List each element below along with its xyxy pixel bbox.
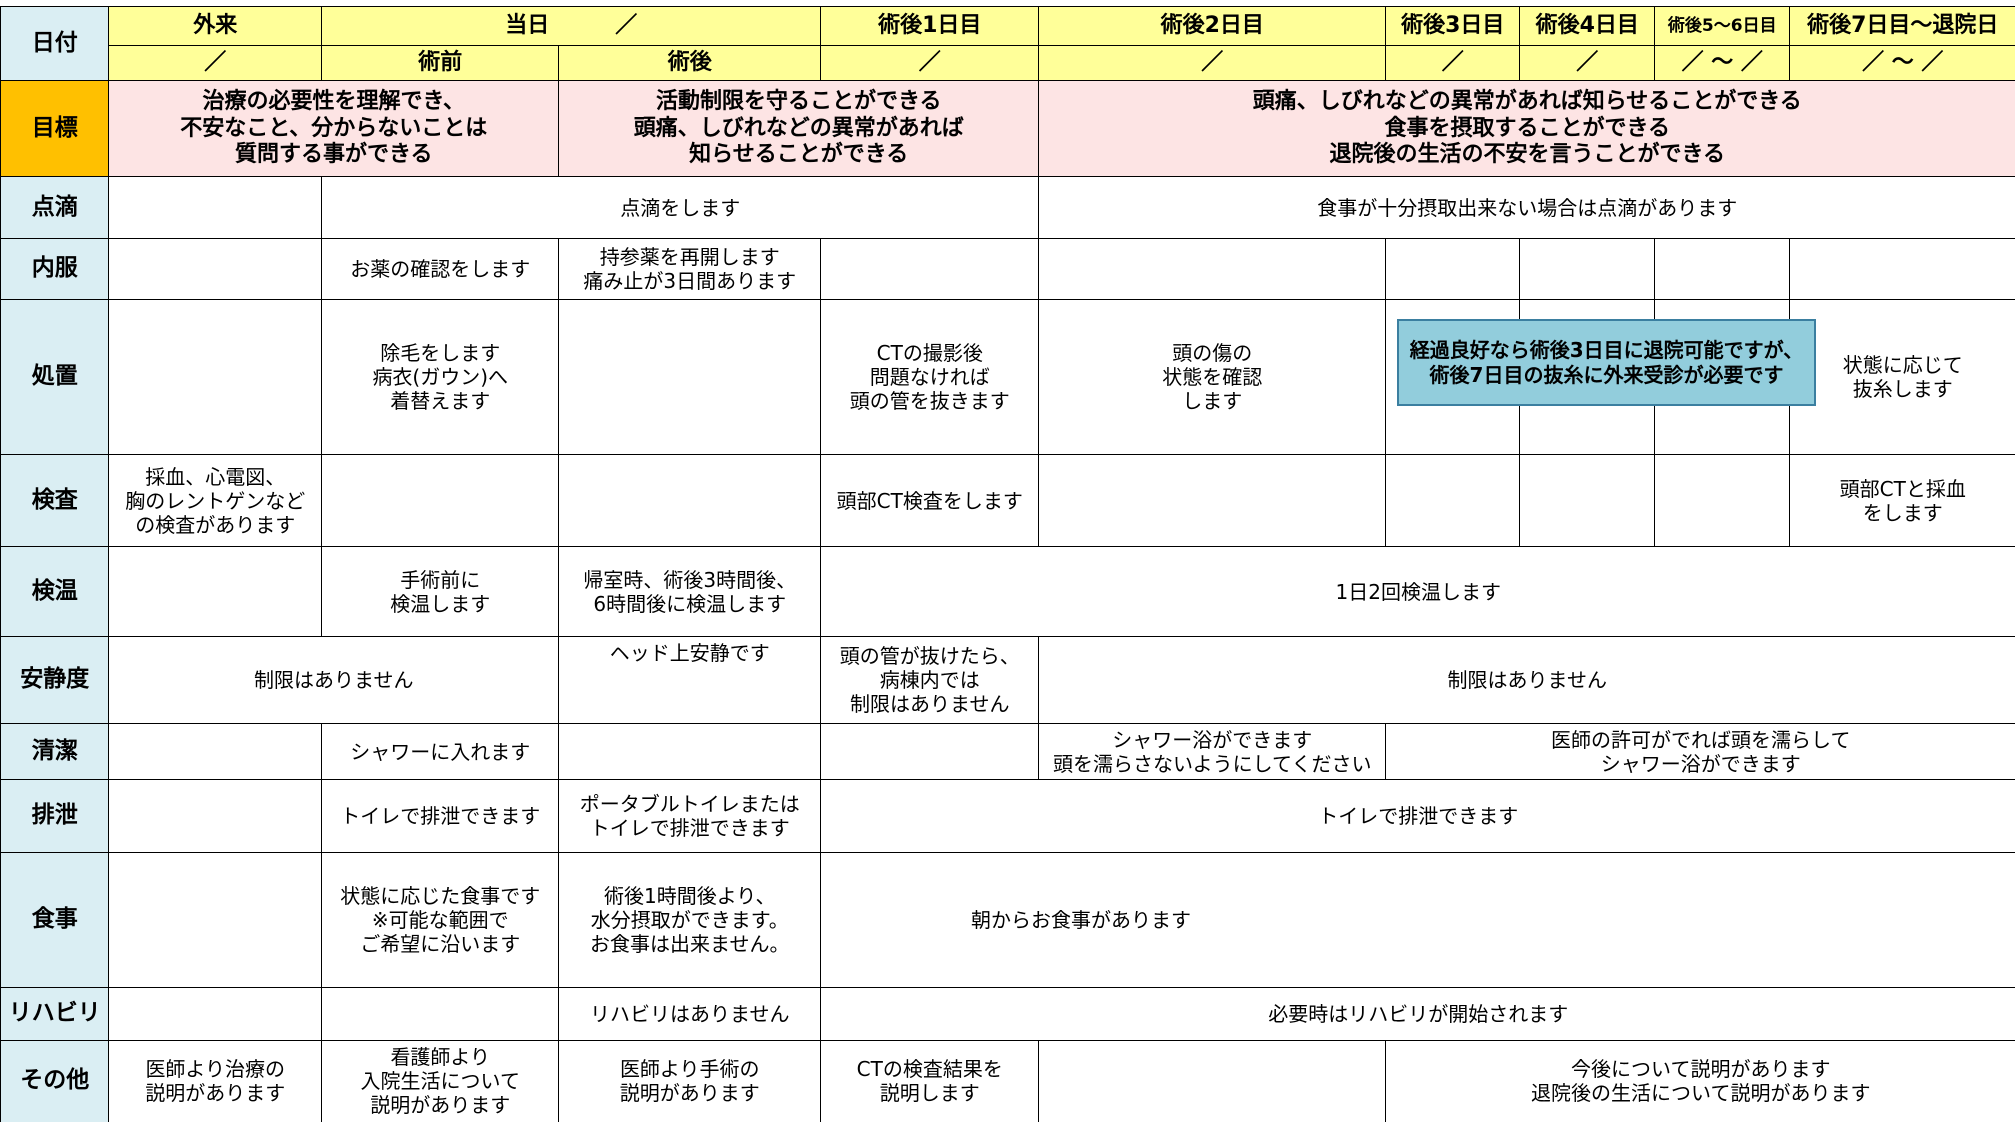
discharge-note: 経過良好なら術後3日目に退院可能ですが、 術後7日目の抜糸に外来受診が必要です: [1397, 319, 1816, 406]
goal-cell: 頭痛、しびれなどの異常があれば知らせることができる 食事を摂取することができる …: [1038, 80, 2015, 178]
header-date-cell: ／: [1038, 45, 1387, 82]
empty-cell: [558, 454, 822, 548]
row-cell: シャワー浴ができます 頭を濡らさないようにしてください: [1038, 723, 1387, 781]
row-cell: 採血、心電図、 胸のレントゲンなど の検査があります: [108, 454, 323, 548]
row-cell: 状態に応じた食事です ※可能な範囲で ご希望に沿います: [321, 852, 560, 989]
row-cell: 点滴をします: [321, 176, 1040, 240]
row-label: 安静度: [0, 636, 110, 725]
header-cell: 術後3日目: [1385, 6, 1521, 47]
header-date-cell: ／: [1385, 45, 1521, 82]
header-date-cell: ／: [820, 45, 1040, 82]
row-label: 検温: [0, 546, 110, 638]
row-label: 内服: [0, 238, 110, 301]
row-label: 点滴: [0, 176, 110, 240]
empty-cell: [1789, 238, 2015, 301]
row-cell: 看護師より 入院生活について 説明があります: [321, 1040, 560, 1122]
row-label: 目標: [0, 80, 110, 178]
row-cell: CTの検査結果を 説明します: [820, 1040, 1040, 1122]
empty-cell: [108, 723, 323, 781]
header-date-cell: ／: [108, 45, 323, 82]
row-cell: 食事が十分摂取出来ない場合は点滴があります: [1038, 176, 2015, 240]
row-label: 検査: [0, 454, 110, 548]
row-cell: 医師より手術の 説明があります: [558, 1040, 822, 1122]
empty-cell: [108, 238, 323, 301]
empty-cell: [108, 852, 323, 989]
empty-cell: [1385, 454, 1521, 548]
header-cell: 術後1日目: [820, 6, 1040, 47]
row-cell: CTの撮影後 問題なければ 頭の管を抜きます: [820, 299, 1040, 456]
row-label: 清潔: [0, 723, 110, 781]
empty-cell: [558, 723, 822, 781]
row-cell: リハビリはありません: [558, 987, 822, 1042]
header-cell: 術後5～6日目: [1654, 6, 1791, 47]
goal-cell: 治療の必要性を理解でき、 不安なこと、分からないことは 質問する事ができる: [108, 80, 560, 178]
empty-cell: [108, 546, 323, 638]
header-cell: 術後2日目: [1038, 6, 1387, 47]
row-cell: トイレで排泄できます: [321, 779, 560, 854]
empty-cell: [108, 987, 323, 1042]
empty-cell: [1654, 238, 1791, 301]
row-cell: 頭の傷の 状態を確認 します: [1038, 299, 1387, 456]
row-label: 処置: [0, 299, 110, 456]
empty-cell: [108, 779, 323, 854]
header-cell: 当日 ／: [321, 6, 822, 47]
empty-cell: [820, 238, 1040, 301]
empty-cell: [108, 299, 323, 456]
header-cell: 術後7日目～退院日: [1789, 6, 2015, 47]
empty-cell: [1519, 454, 1656, 548]
header-cell: 日付: [0, 6, 110, 82]
empty-cell: [558, 299, 822, 456]
row-cell: 制限はありません: [108, 636, 560, 725]
row-cell: 帰室時、術後3時間後、 6時間後に検温します: [558, 546, 822, 638]
row-cell: 頭部CT検査をします: [820, 454, 1040, 548]
goal-cell: 活動制限を守ることができる 頭痛、しびれなどの異常があれば 知らせることができる: [558, 80, 1040, 178]
empty-cell: [1038, 238, 1387, 301]
header-date-cell: ／: [1519, 45, 1656, 82]
empty-cell: [1385, 238, 1521, 301]
row-cell: ヘッド上安静です: [558, 636, 822, 725]
header-date-cell: ／ ～ ／: [1654, 45, 1791, 82]
row-cell: 状態に応じて 抜糸します: [1789, 299, 2015, 456]
empty-cell: [108, 176, 323, 240]
row-cell: 医師の許可がでれば頭を濡らして シャワー浴ができます: [1385, 723, 2015, 781]
empty-cell: [321, 454, 560, 548]
row-cell: 制限はありません: [1038, 636, 2015, 725]
header-cell: 術後4日目: [1519, 6, 1656, 47]
empty-cell: [1038, 1040, 1387, 1122]
header-date-cell: ／ ～ ／: [1789, 45, 2015, 82]
empty-cell: [820, 723, 1040, 781]
row-cell: シャワーに入れます: [321, 723, 560, 781]
empty-cell: [1038, 454, 1387, 548]
header-date-cell: 術後: [558, 45, 822, 82]
row-cell: 1日2回検温します: [820, 546, 2015, 638]
row-cell: 除毛をします 病衣(ガウン)へ 着替えます: [321, 299, 560, 456]
row-label: リハビリ: [0, 987, 110, 1042]
row-label: 食事: [0, 852, 110, 989]
empty-cell: [1654, 454, 1791, 548]
header-cell: 外来: [108, 6, 323, 47]
row-cell: 今後について説明があります 退院後の生活について説明があります: [1385, 1040, 2015, 1122]
empty-cell: [321, 987, 560, 1042]
empty-cell: [1519, 238, 1656, 301]
row-cell: 頭部CTと採血 をします: [1789, 454, 2015, 548]
row-cell: 手術前に 検温します: [321, 546, 560, 638]
row-cell: トイレで排泄できます: [820, 779, 2015, 854]
row-cell: ポータブルトイレまたは トイレで排泄できます: [558, 779, 822, 854]
row-cell: 頭の管が抜けたら、 病棟内では 制限はありません: [820, 636, 1040, 725]
row-label: その他: [0, 1040, 110, 1122]
row-cell: 持参薬を再開します 痛み止が3日間あります: [558, 238, 822, 301]
row-label: 排泄: [0, 779, 110, 854]
row-cell: 必要時はリハビリが開始されます: [820, 987, 2015, 1042]
header-date-cell: 術前: [321, 45, 560, 82]
row-cell: 朝からお食事があります: [820, 852, 2015, 989]
row-cell: 医師より治療の 説明があります: [108, 1040, 323, 1122]
row-cell: 術後1時間後より、 水分摂取ができます。 お食事は出来ません。: [558, 852, 822, 989]
row-cell: お薬の確認をします: [321, 238, 560, 301]
